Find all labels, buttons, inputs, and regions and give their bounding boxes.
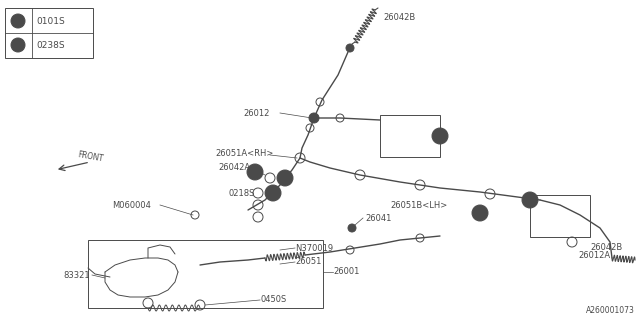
Text: 26041: 26041 (365, 213, 392, 222)
Circle shape (348, 224, 356, 232)
Bar (5, 8, 93, 58)
Circle shape (472, 205, 488, 221)
Circle shape (11, 14, 25, 28)
Circle shape (522, 192, 538, 208)
Text: 26051: 26051 (295, 258, 321, 267)
Text: 1: 1 (283, 173, 287, 182)
Text: 26012: 26012 (244, 108, 270, 117)
Text: 83321: 83321 (63, 270, 90, 279)
Text: 0218S: 0218S (228, 188, 254, 197)
Circle shape (247, 164, 263, 180)
Circle shape (309, 113, 319, 123)
Text: 1: 1 (438, 132, 442, 140)
Text: 1: 1 (527, 196, 532, 204)
Circle shape (277, 170, 293, 186)
Circle shape (265, 185, 281, 201)
Text: 26001: 26001 (333, 268, 360, 276)
Text: 0238S: 0238S (36, 41, 65, 50)
Text: 26042B: 26042B (383, 12, 415, 21)
Circle shape (346, 44, 354, 52)
Text: 2: 2 (15, 41, 20, 50)
Bar (88, 240, 323, 308)
Text: 0450S: 0450S (260, 295, 286, 305)
Text: 26042B: 26042B (590, 243, 622, 252)
Text: N370019: N370019 (295, 244, 333, 252)
Text: 2: 2 (253, 167, 257, 177)
Text: 26042A: 26042A (218, 163, 250, 172)
Text: 26012A: 26012A (578, 251, 610, 260)
Text: 26051A<RH>: 26051A<RH> (215, 148, 273, 157)
Text: 26051B<LH>: 26051B<LH> (390, 201, 447, 210)
Bar (530, 195, 590, 237)
Text: 0101S: 0101S (36, 17, 65, 26)
Text: A260001073: A260001073 (586, 306, 635, 315)
Circle shape (432, 128, 448, 144)
Bar (380, 115, 440, 157)
Text: M060004: M060004 (112, 201, 151, 210)
Text: FRONT: FRONT (77, 151, 104, 164)
Circle shape (11, 38, 25, 52)
Text: 2: 2 (271, 188, 275, 197)
Text: 1: 1 (15, 17, 20, 26)
Text: 1: 1 (477, 209, 483, 218)
